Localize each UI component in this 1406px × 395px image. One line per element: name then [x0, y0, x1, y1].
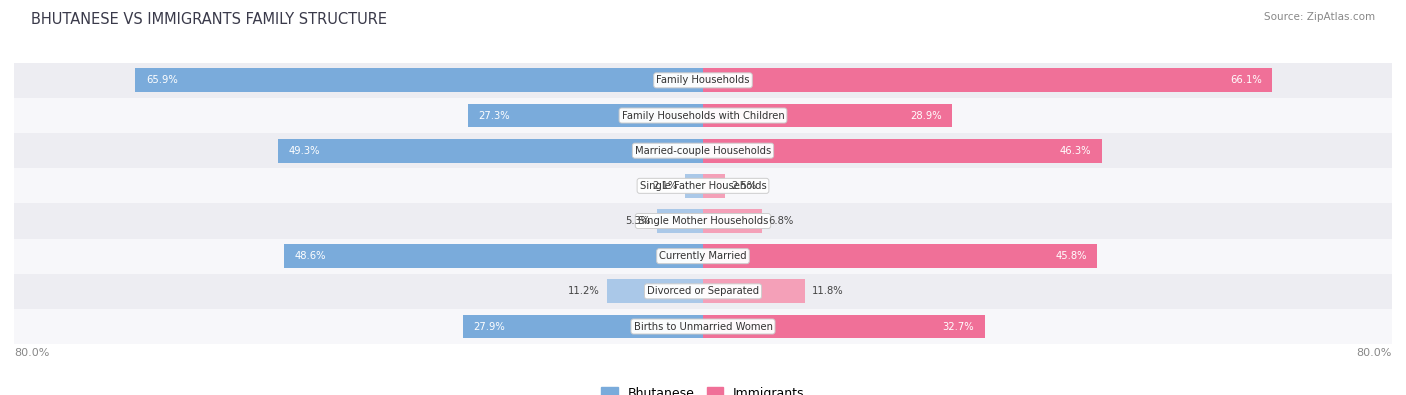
Bar	[703, 314, 984, 339]
Text: 80.0%: 80.0%	[14, 348, 49, 357]
Text: 2.5%: 2.5%	[731, 181, 756, 191]
Bar	[14, 239, 1392, 274]
Text: Source: ZipAtlas.com: Source: ZipAtlas.com	[1264, 12, 1375, 22]
Text: Single Mother Households: Single Mother Households	[638, 216, 768, 226]
Text: 5.3%: 5.3%	[626, 216, 651, 226]
Bar	[14, 203, 1392, 239]
Bar	[703, 209, 762, 233]
Text: Births to Unmarried Women: Births to Unmarried Women	[634, 322, 772, 331]
Bar	[14, 133, 1392, 168]
Text: 32.7%: 32.7%	[942, 322, 974, 331]
Bar	[14, 63, 1392, 98]
Text: Divorced or Separated: Divorced or Separated	[647, 286, 759, 296]
Bar	[685, 174, 703, 198]
Bar	[14, 98, 1392, 133]
Bar	[468, 103, 703, 128]
Bar	[463, 314, 703, 339]
Text: 27.9%: 27.9%	[472, 322, 505, 331]
Bar	[703, 68, 1272, 92]
Text: Married-couple Households: Married-couple Households	[636, 146, 770, 156]
Bar	[658, 209, 703, 233]
Text: Currently Married: Currently Married	[659, 251, 747, 261]
Text: 28.9%: 28.9%	[910, 111, 942, 120]
Text: 49.3%: 49.3%	[288, 146, 321, 156]
Text: 11.2%: 11.2%	[568, 286, 599, 296]
Bar	[284, 244, 703, 268]
Bar	[14, 309, 1392, 344]
Text: 46.3%: 46.3%	[1060, 146, 1091, 156]
Text: BHUTANESE VS IMMIGRANTS FAMILY STRUCTURE: BHUTANESE VS IMMIGRANTS FAMILY STRUCTURE	[31, 12, 387, 27]
Bar	[703, 139, 1102, 163]
Text: Family Households with Children: Family Households with Children	[621, 111, 785, 120]
Text: 2.1%: 2.1%	[652, 181, 678, 191]
Bar	[278, 139, 703, 163]
Text: 11.8%: 11.8%	[811, 286, 844, 296]
Text: 80.0%: 80.0%	[1357, 348, 1392, 357]
Bar	[703, 244, 1098, 268]
Text: 27.3%: 27.3%	[478, 111, 510, 120]
Bar	[606, 279, 703, 303]
Bar	[703, 103, 952, 128]
Text: Family Households: Family Households	[657, 75, 749, 85]
Text: 66.1%: 66.1%	[1230, 75, 1263, 85]
Bar	[703, 279, 804, 303]
Bar	[135, 68, 703, 92]
Text: 6.8%: 6.8%	[769, 216, 794, 226]
Bar	[703, 174, 724, 198]
Text: 65.9%: 65.9%	[146, 75, 177, 85]
Text: 45.8%: 45.8%	[1056, 251, 1087, 261]
Bar	[14, 168, 1392, 203]
Bar	[14, 274, 1392, 309]
Legend: Bhutanese, Immigrants: Bhutanese, Immigrants	[596, 382, 810, 395]
Text: 48.6%: 48.6%	[295, 251, 326, 261]
Text: Single Father Households: Single Father Households	[640, 181, 766, 191]
